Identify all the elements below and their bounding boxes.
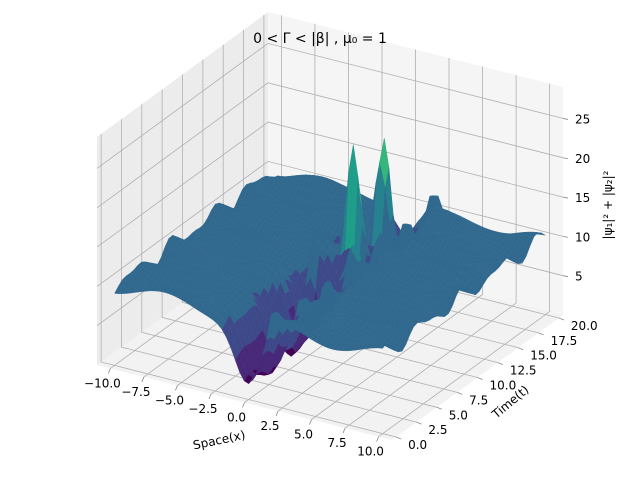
z-tick-mark: [562, 118, 569, 120]
x-tick-label: −7.5: [121, 385, 150, 399]
x-tick-label: −2.5: [188, 402, 217, 416]
x-tick-mark: [242, 402, 245, 408]
y-tick-label: 10.0: [490, 379, 517, 393]
x-tick-mark: [108, 368, 111, 374]
y-tick-label: 0.0: [408, 438, 427, 452]
z-gridline: [96, 160, 564, 287]
y-tick-mark: [436, 406, 442, 410]
x-tick-mark: [309, 419, 312, 425]
y-tick-mark: [558, 317, 565, 321]
y-gridline: [182, 74, 478, 378]
x-tick-label: 10.0: [357, 445, 384, 459]
z-gridline: [96, 82, 564, 209]
y-tick-label: 17.5: [551, 334, 578, 348]
y-tick-mark: [497, 362, 504, 365]
z-axis-label: |ψ₁|² + |ψ₂|²: [601, 170, 615, 239]
x-tick-mark: [141, 376, 145, 383]
x-tick-mark: [208, 393, 212, 400]
y-tick-mark: [477, 377, 483, 380]
y-gridline: [161, 89, 458, 393]
y-gridline: [121, 119, 417, 423]
x-tick-mark: [342, 427, 346, 434]
surface-face: [114, 285, 124, 294]
z-tick-label: 5: [575, 270, 583, 284]
x-tick-label: 2.5: [260, 419, 279, 433]
x-tick-label: −5.0: [155, 393, 184, 407]
z-gridline: [96, 42, 564, 169]
x-tick-label: −10.0: [84, 376, 121, 390]
x-tick-mark: [376, 436, 379, 442]
x-gridline: [311, 66, 483, 420]
z-tick-mark: [562, 157, 569, 160]
z-tick-label: 15: [575, 191, 590, 205]
z-tick-label: 20: [575, 152, 590, 166]
x-tick-label: 0.0: [227, 411, 246, 425]
y-tick-label: 12.5: [510, 364, 537, 378]
y-tick-mark: [456, 392, 463, 395]
z-gridline: [96, 121, 564, 248]
y-tick-label: 15.0: [530, 349, 557, 363]
x-gridline: [378, 83, 550, 437]
x-tick-label: 7.5: [328, 436, 347, 450]
z-tick-mark: [562, 275, 569, 278]
z-tick-label: 25: [575, 112, 590, 126]
x-tick-mark: [175, 385, 178, 391]
surface-mesh: [114, 138, 546, 385]
z-tick-mark: [562, 235, 569, 238]
y-tick-label: 5.0: [449, 408, 468, 422]
x-gridline: [344, 75, 517, 429]
z-tick-mark: [562, 196, 569, 199]
x-axis-label: Space(x): [192, 428, 247, 453]
x-tick-mark: [275, 410, 279, 417]
y-gridline: [141, 104, 437, 408]
y-tick-label: 2.5: [428, 423, 447, 437]
axes-ticks: −10.0−7.5−5.0−2.50.02.55.07.510.0 0.02.55…: [84, 112, 598, 458]
y-tick-mark: [395, 436, 402, 440]
y-tick-mark: [416, 421, 422, 425]
y-tick-mark: [538, 332, 544, 336]
y-tick-label: 7.5: [469, 393, 488, 407]
y-tick-mark: [518, 347, 524, 351]
z-tick-label: 10: [575, 230, 590, 244]
chart-title: 0 < Γ < |β| , μ₀ = 1: [253, 31, 387, 47]
x-tick-label: 5.0: [294, 428, 313, 442]
y-tick-label: 20.0: [571, 319, 598, 333]
y-gridline: [100, 134, 397, 438]
